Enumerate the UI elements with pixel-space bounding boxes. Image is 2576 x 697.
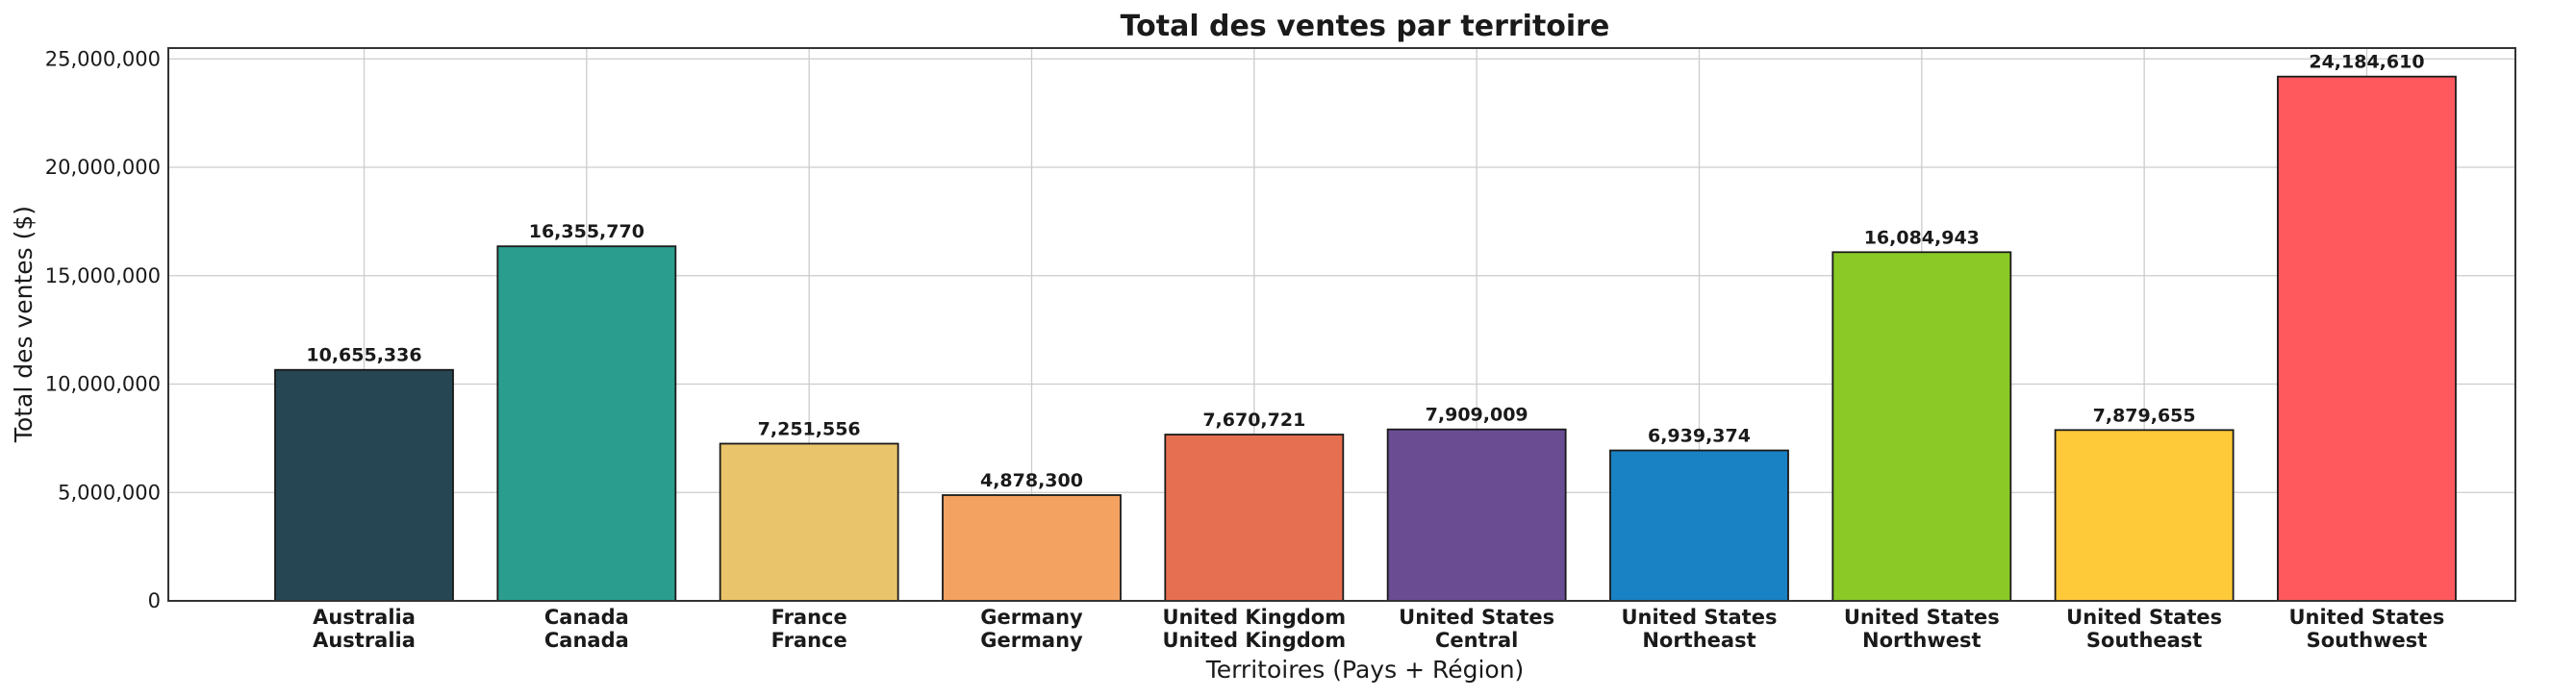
y-tick-label: 0 <box>148 589 161 612</box>
bar <box>2054 429 2235 602</box>
x-tick-label: United States Northeast <box>1622 606 1778 652</box>
x-tick-label: United States Southwest <box>2288 606 2444 652</box>
x-tick-label: Canada Canada <box>544 606 629 652</box>
bar <box>1386 428 1567 602</box>
bar <box>1609 449 1789 602</box>
y-tick-label: 20,000,000 <box>45 156 161 179</box>
value-label: 7,670,721 <box>1202 410 1305 431</box>
y-tick-labels: 0 5,000,000 10,000,000 15,000,000 20,000,000… <box>45 47 161 612</box>
value-label: 7,879,655 <box>2093 405 2196 426</box>
plot-frame <box>167 47 2516 602</box>
value-label: 16,084,943 <box>1864 227 1980 248</box>
chart-title: Total des ventes par territoire <box>1121 10 1610 43</box>
x-tick-label: Germany Germany <box>980 606 1083 652</box>
bars <box>274 75 2457 602</box>
y-axis-label: Total des ventes ($) <box>10 206 38 443</box>
bar <box>496 245 677 602</box>
bar <box>274 368 454 602</box>
x-tick-label: United States Southeast <box>2066 606 2222 652</box>
bar <box>1164 434 1345 602</box>
x-tick-labels: Australia Australia Canada Canada France Fran… <box>313 606 2444 652</box>
bar <box>942 494 1122 602</box>
bar <box>1831 251 2012 602</box>
value-label: 7,251,556 <box>758 418 861 439</box>
value-label: 4,878,300 <box>980 470 1083 491</box>
x-tick-label: United Kingdom United Kingdom <box>1163 606 1347 652</box>
x-axis-label: Territoires (Pays + Région) <box>1205 656 1525 684</box>
value-label: 7,909,009 <box>1426 405 1528 426</box>
y-tick-label: 5,000,000 <box>58 481 161 504</box>
x-tick-label: France France <box>771 606 847 652</box>
bar <box>2277 75 2457 602</box>
x-tick-label: United States Central <box>1399 606 1554 652</box>
y-tick-label: 10,000,000 <box>45 373 161 396</box>
value-label: 24,184,610 <box>2309 52 2424 73</box>
value-label: 16,355,770 <box>529 221 644 242</box>
value-label: 10,655,336 <box>306 345 421 366</box>
y-tick-label: 15,000,000 <box>45 264 161 287</box>
x-tick-label: United States Northwest <box>1844 606 2000 652</box>
value-label: 6,939,374 <box>1648 426 1751 447</box>
value-labels: 10,655,336 16,355,770 7,251,556 4,878,300 7,… <box>306 52 2424 491</box>
x-tick-label: Australia Australia <box>313 606 416 652</box>
bar <box>719 442 899 602</box>
y-tick-label: 25,000,000 <box>45 47 161 70</box>
